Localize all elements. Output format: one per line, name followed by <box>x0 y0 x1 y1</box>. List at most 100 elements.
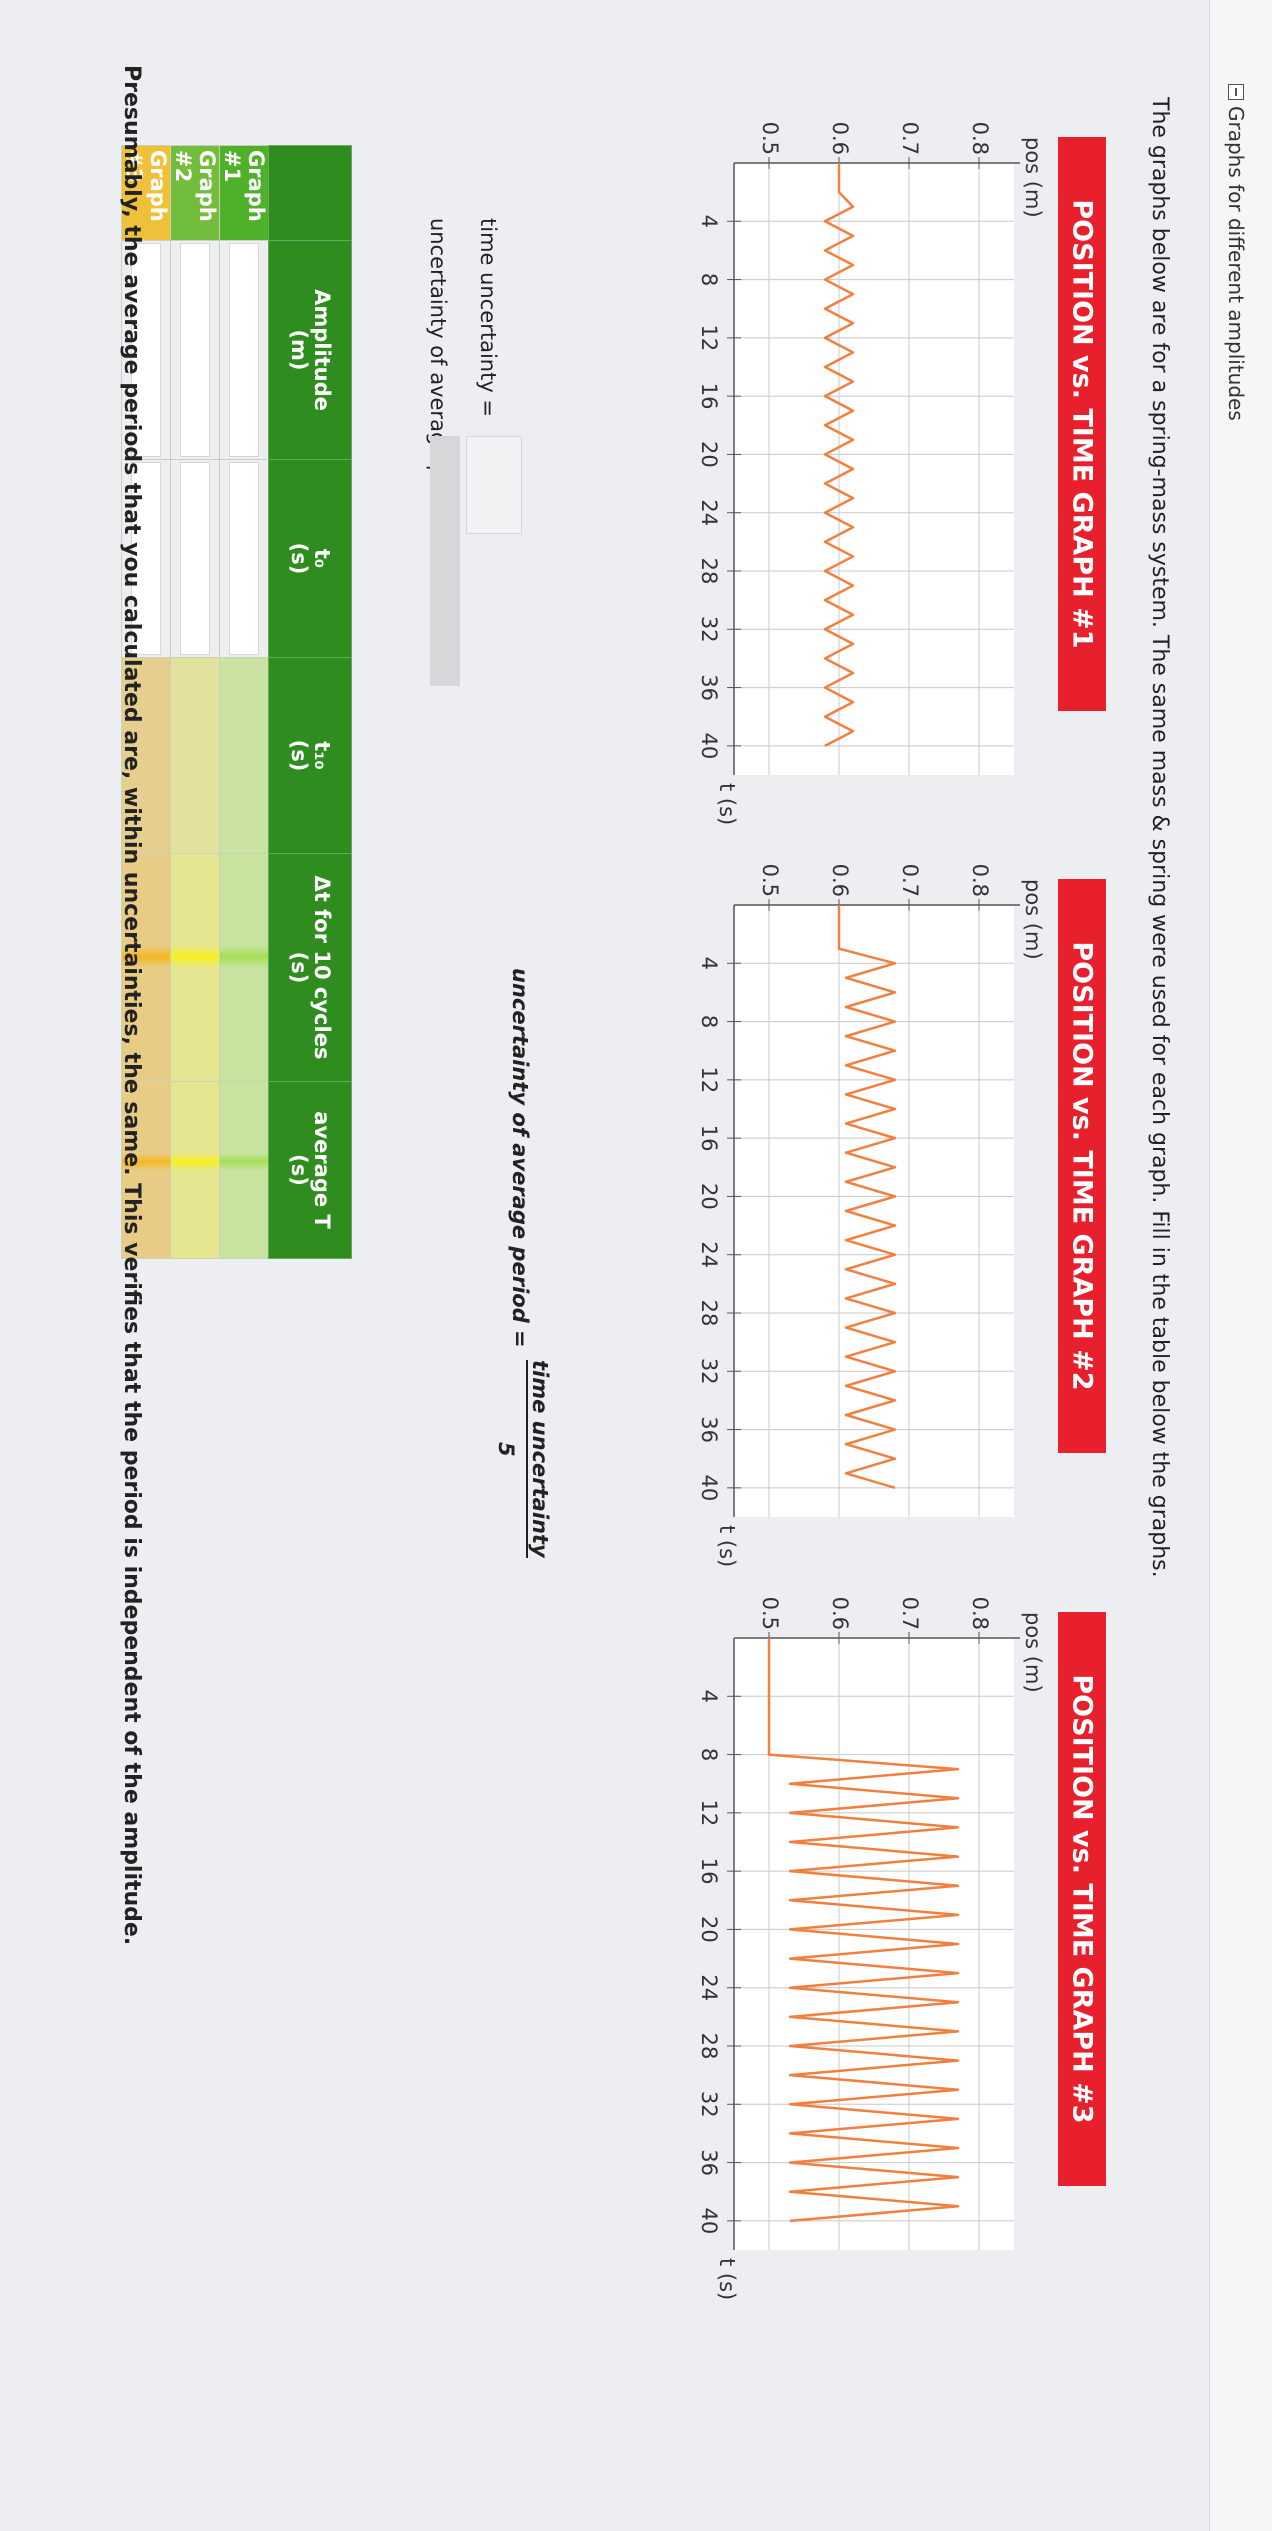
x-axis-label: t (s) <box>715 783 739 825</box>
x-axis-label: t (s) <box>715 2258 739 2300</box>
x-tick-label: 40 <box>697 2207 721 2234</box>
x-tick-label: 32 <box>697 616 721 643</box>
title-bar <box>1058 879 1106 1453</box>
x-tick-label: 20 <box>697 441 721 468</box>
y-tick-label: 0.8 <box>968 1597 992 1630</box>
plot-area <box>734 163 1014 775</box>
result-cell <box>219 657 269 854</box>
column-header: Amplitude (m) <box>268 240 352 460</box>
x-tick-label: 8 <box>697 1015 721 1028</box>
input-cell[interactable] <box>219 240 269 460</box>
chart-title: POSITION vs. TIME GRAPH #3 <box>1067 1674 1098 2123</box>
x-axis-label: t (s) <box>715 1525 739 1567</box>
y-tick-label: 0.5 <box>758 122 782 155</box>
column-header: t₁₀ (s) <box>268 657 352 854</box>
y-axis-label: pos (m) <box>1021 879 1045 960</box>
chart-title: POSITION vs. TIME GRAPH #1 <box>1067 199 1098 648</box>
x-tick-label: 28 <box>697 2033 721 2060</box>
y-tick-label: 0.7 <box>898 1597 922 1630</box>
corner-cell <box>268 145 352 241</box>
x-tick-label: 8 <box>697 273 721 286</box>
header-name: t₁₀ <box>310 741 335 770</box>
column-header: t₀ (s) <box>268 459 352 658</box>
y-tick-label: 0.6 <box>828 122 852 155</box>
table-row: Graph #2 <box>170 145 220 1259</box>
result-cell <box>219 1081 269 1259</box>
data-line <box>837 905 897 1490</box>
y-tick-label: 0.5 <box>758 864 782 897</box>
header-unit: (m) <box>287 329 311 371</box>
data-line <box>767 1638 960 2223</box>
plot-area <box>734 1638 1014 2250</box>
period-uncertainty-box <box>430 436 460 686</box>
column-header: Δt for 10 cycles (s) <box>268 853 352 1082</box>
y-axis-label: pos (m) <box>1021 1612 1045 1693</box>
input-cell[interactable] <box>170 240 220 460</box>
column-header: average T (s) <box>268 1081 352 1259</box>
y-tick-label: 0.5 <box>758 1597 782 1630</box>
x-tick-label: 12 <box>697 324 721 351</box>
chart-title: POSITION vs. TIME GRAPH #2 <box>1067 941 1098 1390</box>
row-label: Graph #1 <box>219 145 269 241</box>
time-uncertainty-input[interactable] <box>466 436 522 534</box>
header-unit: (s) <box>287 739 311 772</box>
y-tick-label: 0.7 <box>898 122 922 155</box>
header-row: Amplitude (m) t₀ (s) t₁₀ (s) Δt for 10 cycl… <box>268 145 352 1259</box>
time-uncertainty-label: time uncertainty = <box>476 218 500 418</box>
header-name: Amplitude <box>310 289 335 411</box>
data-line <box>823 163 855 747</box>
x-tick-label: 16 <box>697 1125 721 1152</box>
x-tick-label: 36 <box>697 674 721 701</box>
x-tick-label: 4 <box>697 1690 721 1703</box>
x-tick-label: 12 <box>697 1799 721 1826</box>
charts: POSITION vs. TIME GRAPH #1 pos (m) 0.5 0.6 0… <box>697 122 1106 2300</box>
row-label: Graph #2 <box>170 145 220 241</box>
formula-left: uncertainty of average period = <box>508 968 532 1348</box>
x-tick-label: 28 <box>697 558 721 585</box>
y-tick-label: 0.8 <box>968 864 992 897</box>
result-cell <box>170 657 220 854</box>
y-axis-label: pos (m) <box>1021 137 1045 218</box>
input-cell[interactable] <box>170 459 220 658</box>
header-name: average T <box>310 1111 335 1229</box>
header-unit: (s) <box>287 1154 311 1186</box>
y-tick-label: 0.7 <box>898 864 922 897</box>
y-tick-label: 0.6 <box>828 864 852 897</box>
x-tick-label: 24 <box>697 499 721 526</box>
formula-denominator: 5 <box>494 1442 518 1457</box>
results-table: Amplitude (m) t₀ (s) t₁₀ (s) Δt for 10 cycl… <box>121 145 352 1259</box>
formula-numerator: time uncertainty <box>526 1360 552 1558</box>
x-tick-label: 4 <box>697 215 721 228</box>
title-bar <box>1058 137 1106 711</box>
table-row: Graph #1 <box>219 145 269 1259</box>
header-unit: (s) <box>287 542 311 575</box>
x-tick-label: 24 <box>697 1241 721 1268</box>
result-cell <box>170 853 220 1082</box>
x-tick-label: 4 <box>697 957 721 970</box>
header-name: t₀ <box>310 548 335 569</box>
title-bar <box>1058 1612 1106 2186</box>
x-tick-label: 16 <box>697 1858 721 1885</box>
conclusion-text: Presumably, the average periods that you… <box>119 65 144 1946</box>
x-tick-label: 28 <box>697 1300 721 1327</box>
x-tick-label: 24 <box>697 1974 721 2001</box>
x-tick-label: 8 <box>697 1748 721 1761</box>
plot-area <box>734 905 1014 1517</box>
header-name: Δt for 10 cycles <box>310 875 335 1060</box>
x-tick-label: 36 <box>697 2149 721 2176</box>
x-tick-label: 12 <box>697 1066 721 1093</box>
x-tick-label: 36 <box>697 1416 721 1443</box>
result-cell <box>170 1081 220 1259</box>
x-tick-label: 32 <box>697 1358 721 1385</box>
x-tick-label: 32 <box>697 2091 721 2118</box>
x-tick-label: 16 <box>697 383 721 410</box>
x-tick-label: 20 <box>697 1183 721 1210</box>
x-tick-label: 40 <box>697 732 721 759</box>
y-tick-label: 0.8 <box>968 122 992 155</box>
input-cell[interactable] <box>219 459 269 658</box>
x-tick-label: 20 <box>697 1916 721 1943</box>
header-unit: (s) <box>287 951 311 984</box>
x-tick-label: 40 <box>697 1474 721 1501</box>
